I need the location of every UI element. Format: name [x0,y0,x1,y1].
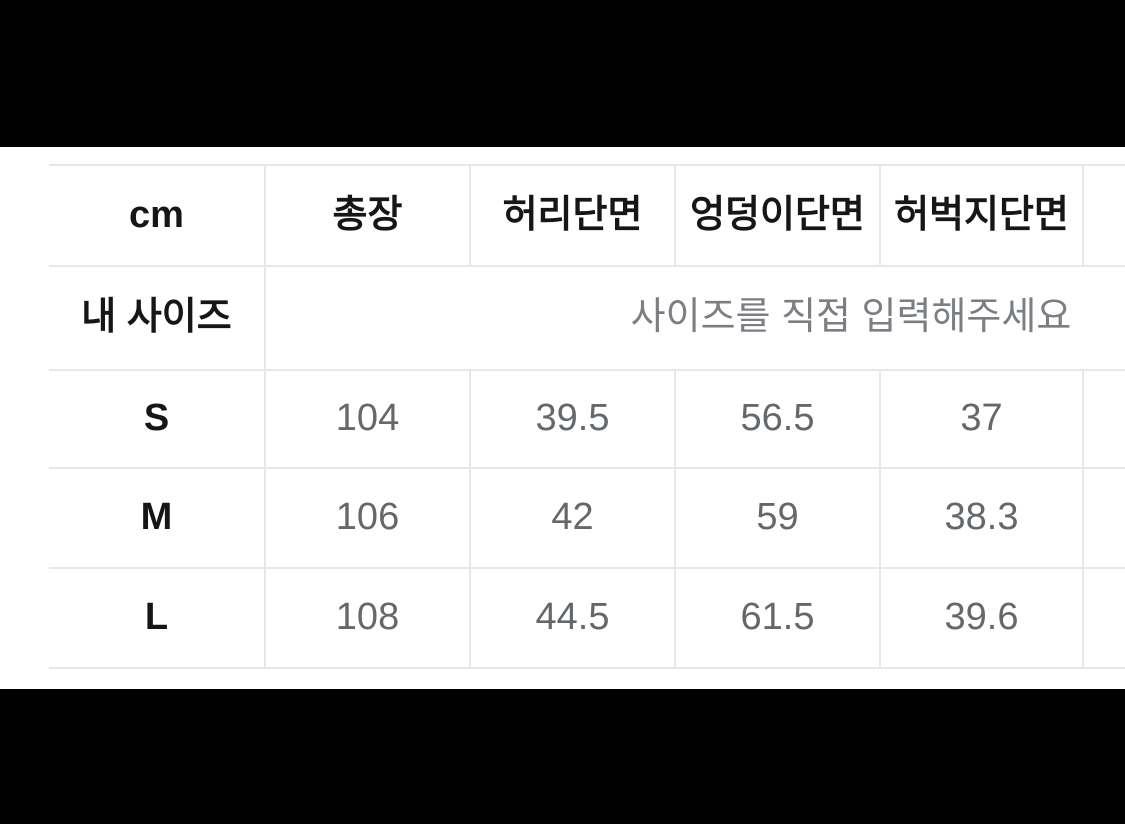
measurement-cell: 59 [674,467,881,569]
size-row-l: L 108 44.5 61.5 39.6 [49,567,1125,669]
measurement-cell: 37 [879,369,1084,469]
measurement-cell: 39.6 [879,567,1084,669]
measurement-cell: 108 [264,567,471,669]
column-header-waist: 허리단면 [469,164,676,267]
measurement-cell: 39.5 [469,369,676,469]
measurement-cell-offscreen [1082,467,1125,569]
measurement-cell: 44.5 [469,567,676,669]
size-chart-table: cm 총장 허리단면 엉덩이단면 허벅지단면 내 사이즈 사이즈를 직접 입력해… [49,164,1125,669]
measurement-cell: 61.5 [674,567,881,669]
top-letterbox-bar [0,0,1125,147]
measurement-cell: 56.5 [674,369,881,469]
my-size-row: 내 사이즈 사이즈를 직접 입력해주세요 [49,265,1125,371]
column-header-total-length: 총장 [264,164,471,267]
size-label: M [49,467,266,569]
my-size-input-prompt[interactable]: 사이즈를 직접 입력해주세요 [264,265,1125,371]
measurement-cell: 42 [469,467,676,569]
my-size-label: 내 사이즈 [49,265,266,371]
column-header-thigh: 허벅지단면 [879,164,1084,267]
measurement-cell-offscreen [1082,567,1125,669]
size-label: S [49,369,266,469]
column-header-offscreen [1082,164,1125,267]
measurement-cell: 104 [264,369,471,469]
measurement-cell: 38.3 [879,467,1084,569]
size-chart-container: cm 총장 허리단면 엉덩이단면 허벅지단면 내 사이즈 사이즈를 직접 입력해… [49,164,1125,669]
bottom-letterbox-bar [0,689,1125,824]
size-row-m: M 106 42 59 38.3 [49,467,1125,569]
size-label: L [49,567,266,669]
measurement-cell: 106 [264,467,471,569]
measurement-cell-offscreen [1082,369,1125,469]
unit-header-cell: cm [49,164,266,267]
column-header-hip: 엉덩이단면 [674,164,881,267]
size-row-s: S 104 39.5 56.5 37 [49,369,1125,469]
header-row: cm 총장 허리단면 엉덩이단면 허벅지단면 [49,164,1125,267]
